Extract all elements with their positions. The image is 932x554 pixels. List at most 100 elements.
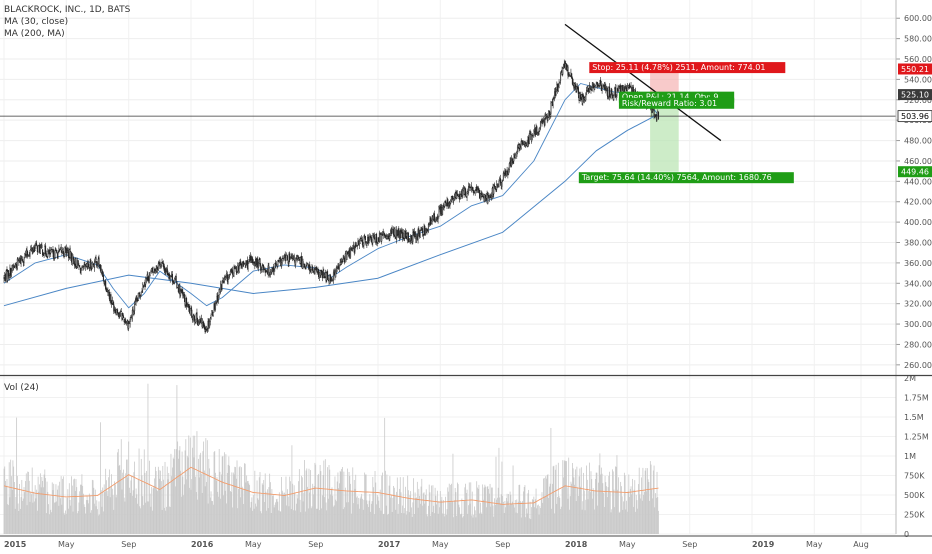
- volume-bar: [540, 499, 542, 534]
- candle-body: [209, 320, 211, 328]
- volume-bar: [240, 497, 242, 534]
- volume-bar: [282, 492, 284, 534]
- volume-bar: [439, 507, 440, 534]
- volume-bar: [429, 492, 431, 534]
- volume-bar: [256, 480, 258, 534]
- candle-body: [60, 246, 62, 250]
- volume-bar: [412, 502, 414, 534]
- volume-bar: [188, 435, 190, 534]
- candle-body: [31, 247, 33, 252]
- volume-bar: [230, 491, 232, 534]
- candle-body: [549, 114, 551, 117]
- volume-bar: [545, 476, 547, 534]
- candle-body: [257, 262, 260, 268]
- candle-body: [81, 266, 83, 271]
- volume-bar: [13, 466, 15, 534]
- volume-bar: [390, 497, 392, 534]
- volume-bar: [539, 506, 541, 534]
- volume-bar: [81, 474, 83, 534]
- volume-bar: [293, 485, 295, 534]
- candle-body: [191, 309, 193, 318]
- candle-body: [656, 115, 658, 120]
- volume-bar: [12, 460, 14, 534]
- candle-body: [252, 262, 254, 265]
- candle-body: [558, 82, 560, 89]
- candle-body: [449, 202, 451, 206]
- candle-body: [50, 249, 53, 251]
- volume-bar: [540, 507, 541, 534]
- volume-bar: [92, 480, 94, 534]
- volume-bar: [50, 509, 52, 534]
- volume-bar: [574, 484, 576, 534]
- volume-bar: [34, 501, 35, 534]
- volume-bar: [638, 467, 640, 534]
- volume-bar: [74, 478, 75, 534]
- candle-body: [98, 257, 100, 268]
- volume-bar: [207, 503, 209, 534]
- volume-bar: [13, 482, 15, 534]
- volume-bar: [237, 508, 239, 534]
- volume-bar: [190, 489, 192, 534]
- candle-body: [536, 132, 539, 136]
- candle-body: [557, 87, 559, 92]
- volume-bar: [491, 487, 493, 534]
- volume-bar: [526, 513, 528, 534]
- candle-body: [197, 322, 199, 327]
- volume-bar: [61, 504, 63, 534]
- volume-bar: [11, 489, 13, 534]
- candle-body: [502, 180, 504, 182]
- x-tick-label: Aug: [853, 540, 869, 549]
- candle-body: [169, 275, 171, 280]
- candle-body: [39, 247, 41, 254]
- candle-body: [8, 275, 10, 278]
- volume-bar: [175, 486, 176, 534]
- y-tick-label: 580.00: [904, 35, 932, 44]
- volume-bar: [631, 494, 633, 534]
- pnl-label-bg: [618, 91, 735, 103]
- price-tag-bg: [898, 89, 932, 101]
- volume-bar: [100, 490, 102, 534]
- volume-bar: [507, 501, 509, 534]
- volume-bar: [658, 510, 659, 534]
- candle-body: [525, 143, 527, 146]
- volume-bar: [534, 499, 536, 534]
- candle-body: [305, 265, 307, 269]
- volume-bar: [243, 503, 245, 534]
- candle-body: [565, 63, 568, 70]
- x-tick-label: 2015: [4, 540, 27, 549]
- candle-body: [562, 68, 564, 75]
- volume-bar: [130, 480, 132, 534]
- candle-body: [435, 218, 437, 221]
- y-tick-label: 380.00: [904, 239, 932, 248]
- volume-bar: [422, 505, 423, 534]
- volume-bar: [477, 487, 478, 534]
- volume-bar: [25, 473, 27, 534]
- candle-body: [482, 195, 484, 197]
- trendline[interactable]: [564, 23, 722, 142]
- position-labels: Stop: 25.11 (4.78%) 2511, Amount: 774.01…: [578, 62, 932, 184]
- ma200-polyline: [3, 113, 659, 307]
- candle-body: [130, 317, 132, 320]
- candle-body: [597, 82, 599, 87]
- candle-body: [212, 312, 214, 317]
- volume-bar: [46, 481, 48, 534]
- volume-bar: [646, 491, 648, 534]
- target-label-bg: [578, 172, 794, 184]
- candle-body: [465, 188, 467, 196]
- volume-bar: [434, 487, 436, 534]
- volume-bar: [88, 503, 89, 534]
- volume-bar: [181, 451, 183, 534]
- volume-bar: [359, 508, 360, 534]
- candle-body: [657, 112, 660, 119]
- volume-bar: [465, 493, 467, 534]
- volume-bar: [337, 472, 339, 534]
- candle-body: [259, 258, 261, 266]
- volume-bar: [134, 497, 136, 534]
- price-candles: [3, 59, 660, 334]
- volume-bar: [617, 489, 619, 534]
- volume-bar: [53, 483, 55, 534]
- volume-bar: [549, 483, 551, 534]
- volume-bar: [387, 513, 389, 534]
- price-tag: 449.46: [898, 166, 932, 178]
